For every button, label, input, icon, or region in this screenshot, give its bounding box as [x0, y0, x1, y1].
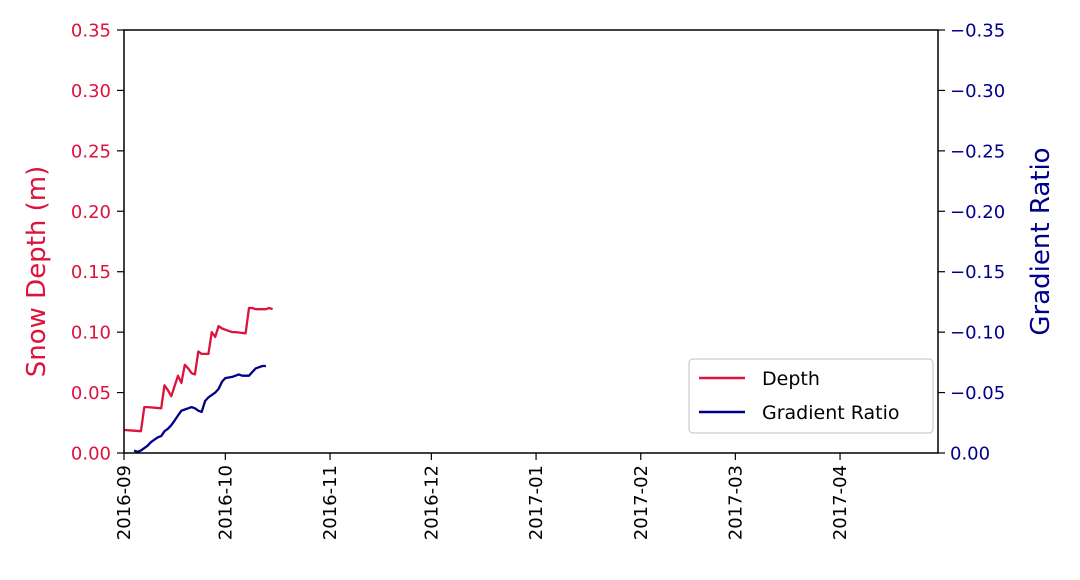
y2-tick-label: −0.05	[950, 383, 1005, 404]
y2-tick-label: −0.35	[950, 21, 1005, 42]
y2-tick-label: −0.10	[950, 323, 1005, 344]
y-tick-label: 0.05	[71, 383, 111, 404]
right-y-axis-title: Gradient Ratio	[1026, 147, 1056, 335]
legend: Depth Gradient Ratio	[688, 358, 934, 434]
y2-tick-label: −0.20	[950, 202, 1005, 223]
legend-label-depth: Depth	[762, 368, 820, 390]
y2-tick-label: −0.30	[950, 81, 1005, 102]
y-tick-label: 0.10	[71, 323, 111, 344]
plot-frame	[123, 29, 939, 454]
x-tick-label: 2017-01	[526, 465, 547, 540]
series-line-depth	[123, 306, 273, 433]
legend-label-gradient-ratio: Gradient Ratio	[762, 402, 900, 424]
y-tick-label: 0.30	[71, 81, 111, 102]
left-y-axis-ticks: 0.00 0.05 0.10 0.15 0.20 0.25 0.30 0.35	[71, 21, 124, 465]
y-tick-label: 0.00	[71, 444, 111, 465]
y2-tick-label: 0.00	[950, 444, 990, 465]
x-tick-label: 2016-12	[421, 465, 442, 540]
series-line-gradient-ratio	[133, 364, 266, 453]
y2-tick-label: −0.15	[950, 262, 1005, 283]
series-layer	[123, 306, 273, 453]
y-tick-label: 0.35	[71, 21, 111, 42]
right-y-axis-ticks: 0.00 −0.05 −0.10 −0.15 −0.20 −0.25 −0.30 −0.35	[938, 21, 1005, 465]
y-tick-label: 0.15	[71, 262, 111, 283]
y-tick-label: 0.20	[71, 202, 111, 223]
x-tick-label: 2016-09	[114, 465, 135, 540]
x-tick-label: 2017-04	[830, 465, 851, 540]
y-tick-label: 0.25	[71, 141, 111, 162]
x-tick-label: 2017-03	[725, 465, 746, 540]
x-tick-label: 2017-02	[631, 465, 652, 540]
y2-tick-label: −0.25	[950, 141, 1005, 162]
x-axis-ticks: 2016-09 2016-10 2016-11 2016-12 2017-01 2017-…	[114, 453, 851, 540]
legend-box	[688, 358, 934, 434]
x-tick-label: 2016-10	[215, 465, 236, 540]
left-y-axis-title: Snow Depth (m)	[22, 166, 52, 378]
x-tick-label: 2016-11	[320, 465, 341, 540]
